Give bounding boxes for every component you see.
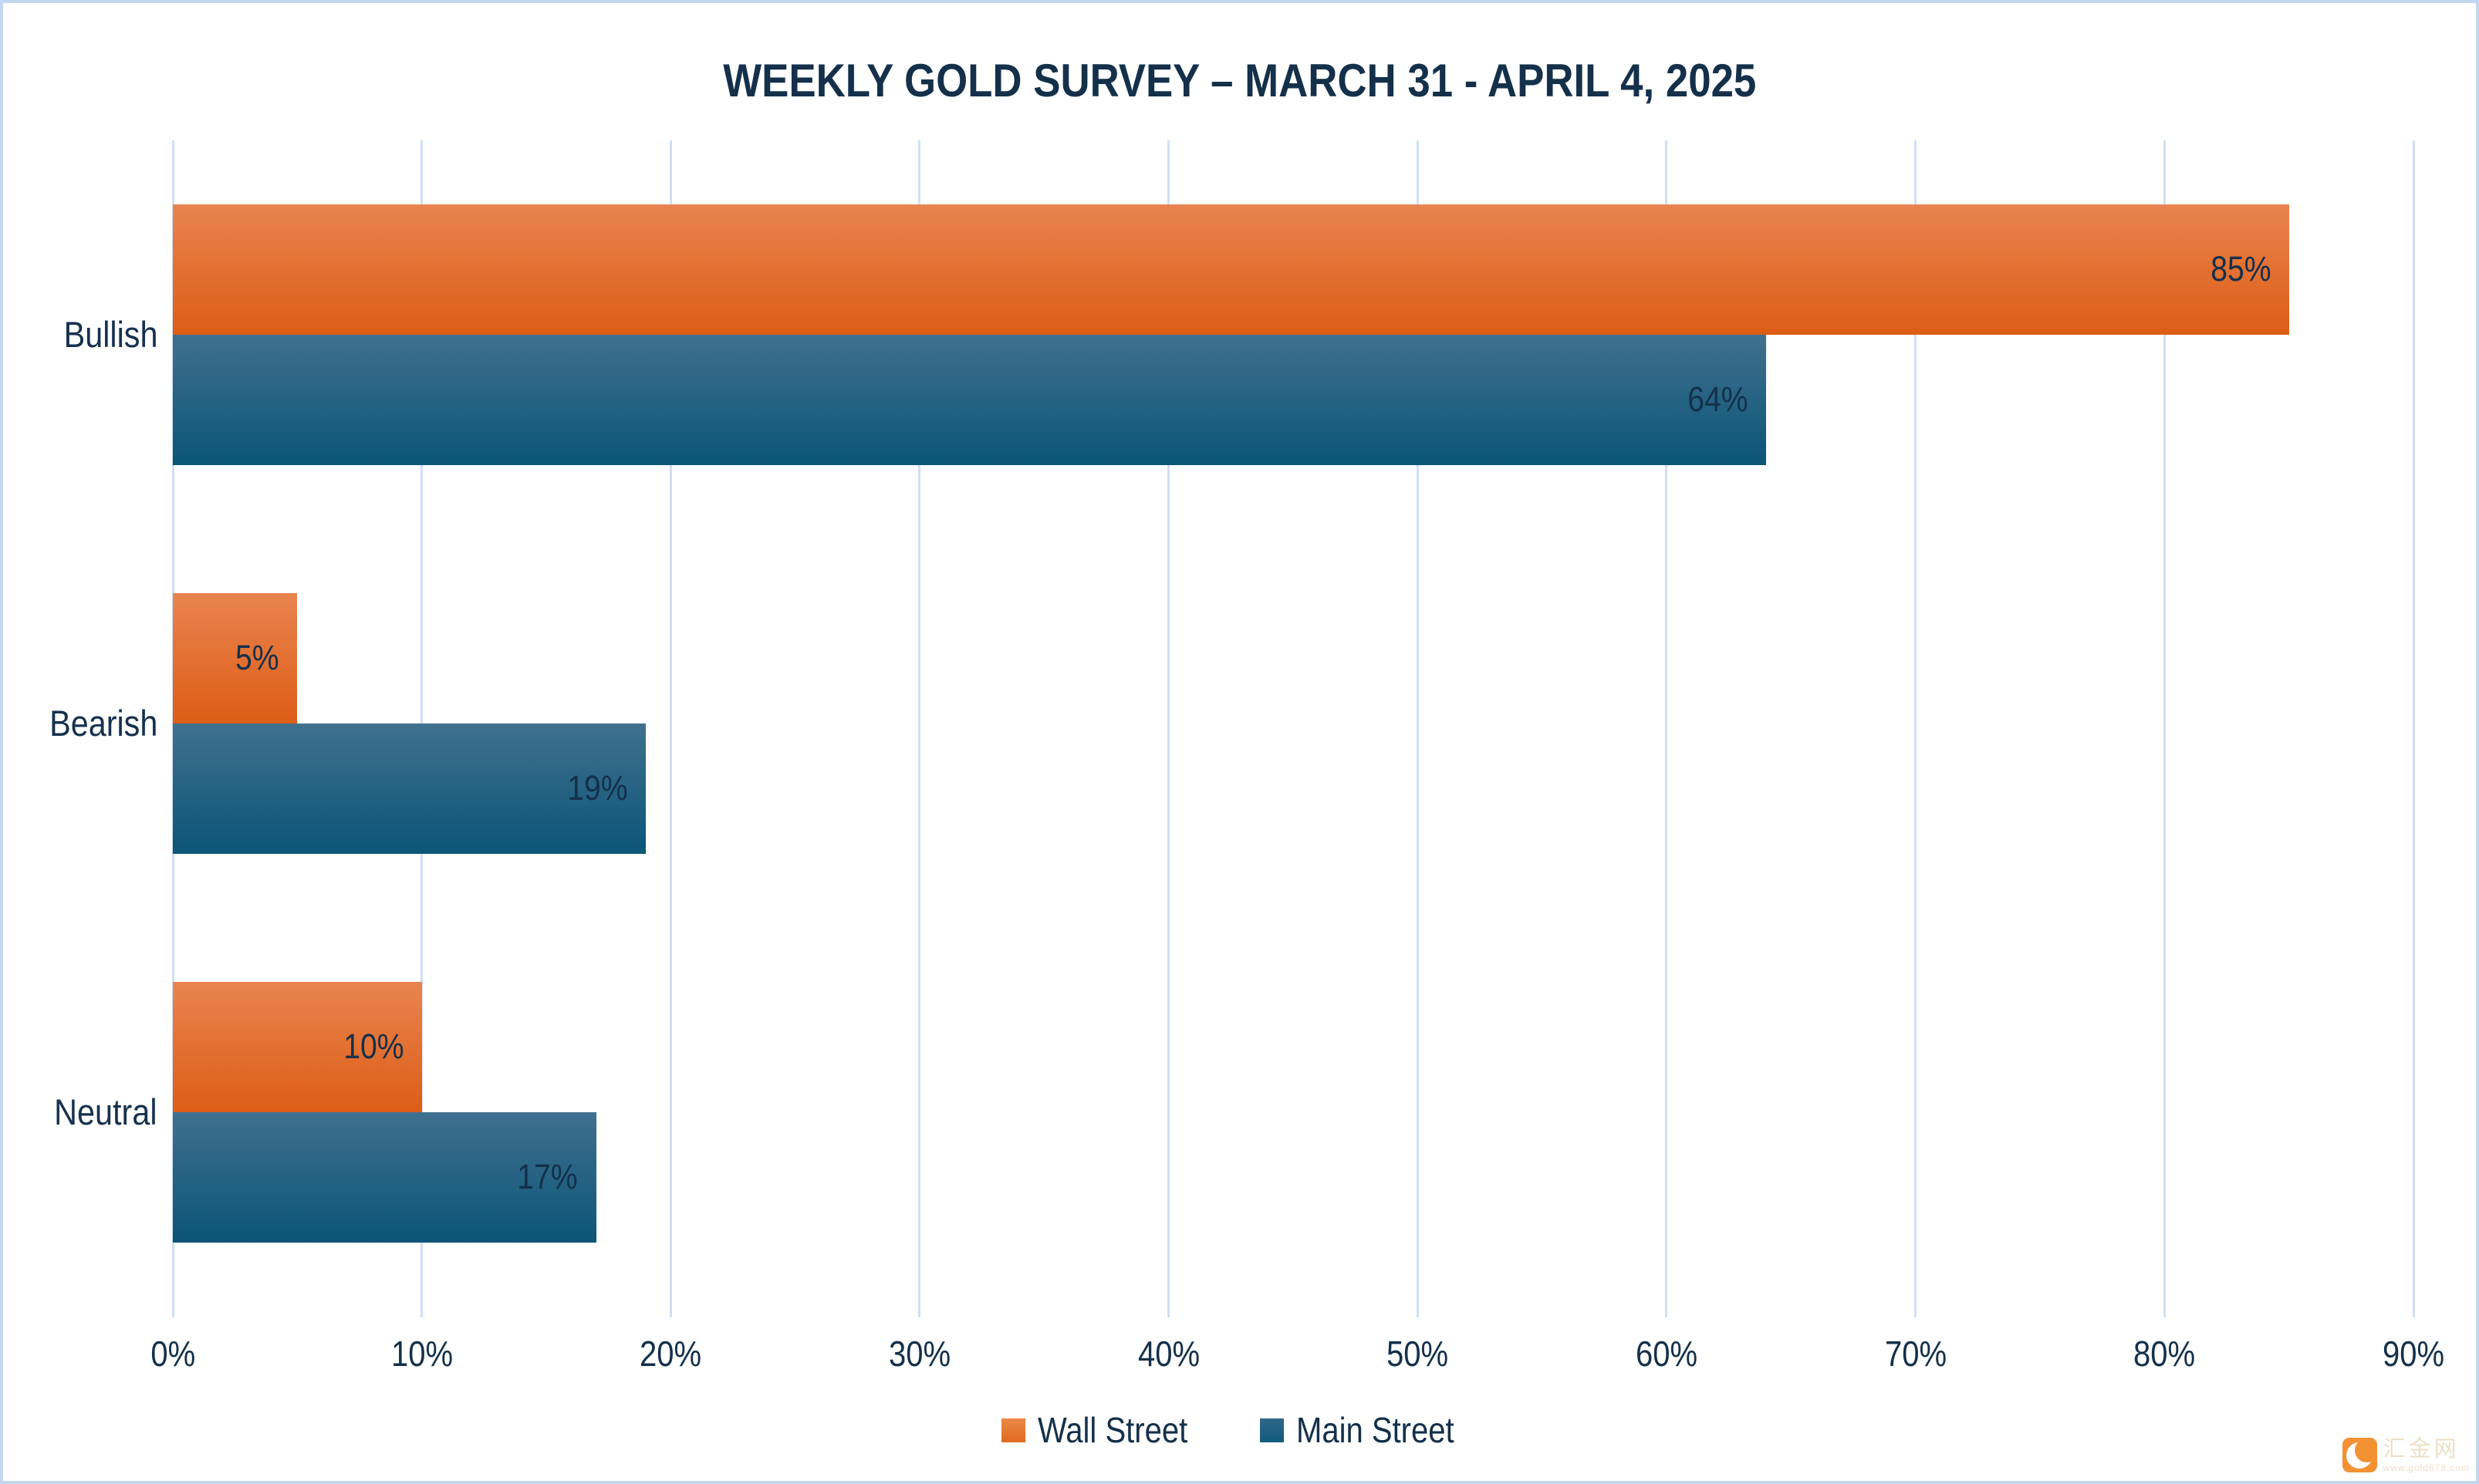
gridline-80%: [2163, 140, 2166, 1317]
tick-label-70%: 70%: [1831, 1333, 2001, 1374]
tick-label-text: 90%: [2382, 1334, 2445, 1374]
legend-swatch-wall-street: [1001, 1418, 1026, 1442]
legend-item-wall-street: Wall Street: [1001, 1409, 1210, 1451]
tick-label-text: 40%: [1137, 1334, 1200, 1374]
data-label-wall-street-bearish: 5%: [235, 638, 279, 678]
data-label-main-street-bullish: 64%: [1687, 379, 1748, 420]
tick-label-text: 60%: [1635, 1334, 1698, 1374]
gridline-40%: [1167, 140, 1170, 1317]
bar-main-street-neutral: 17%: [173, 1111, 596, 1243]
category-label-text: Neutral: [54, 1091, 157, 1133]
legend-label-main-street: Main Street: [1296, 1409, 1478, 1451]
tick-label-0%: 0%: [88, 1333, 258, 1374]
category-axis-labels: Bullish Bearish Neutral: [19, 140, 157, 1307]
bar-group-bearish: 5% 19%: [173, 529, 2413, 918]
tick-label-10%: 10%: [337, 1333, 507, 1374]
legend-item-main-street: Main Street: [1259, 1409, 1478, 1451]
tick-label-90%: 90%: [2329, 1333, 2479, 1374]
tick-label-text: 80%: [2133, 1334, 2196, 1374]
data-label-wall-street-neutral: 10%: [343, 1027, 404, 1067]
tick-label-text: 10%: [390, 1334, 453, 1374]
legend-label-text: Main Street: [1295, 1410, 1454, 1450]
chart-title: WEEKLY GOLD SURVEY – MARCH 31 - APRIL 4,…: [3, 54, 2476, 107]
tick-label-text: 30%: [888, 1334, 951, 1374]
watermark-url: www.gold678.com: [2383, 1462, 2470, 1473]
bar-main-street-bearish: 19%: [173, 723, 647, 854]
legend: Wall Street Main Street: [3, 1407, 2476, 1453]
bar-group-neutral: 10% 17%: [173, 918, 2413, 1307]
tick-label-text: 70%: [1884, 1334, 1947, 1374]
tick-label-text: 50%: [1386, 1334, 1449, 1374]
tick-label-60%: 60%: [1582, 1333, 1751, 1374]
category-label-bearish: Bearish: [19, 529, 157, 918]
bar-wall-street-bearish: 5%: [173, 592, 298, 723]
gridline-50%: [1416, 140, 1419, 1317]
category-label-text: Bullish: [63, 314, 157, 356]
legend-label-text: Wall Street: [1038, 1410, 1188, 1450]
watermark: 汇金网 www.gold678.com: [2342, 1436, 2470, 1473]
plot-area: 85% 64% 5% 19% 10% 17%: [173, 140, 2413, 1307]
tick-label-50%: 50%: [1332, 1333, 1502, 1374]
tick-label-20%: 20%: [586, 1333, 755, 1374]
bar-main-street-bullish: 64%: [173, 334, 1767, 465]
gridline-30%: [918, 140, 921, 1317]
tick-label-30%: 30%: [835, 1333, 1005, 1374]
category-label-text: Bearish: [49, 703, 157, 744]
chart-title-text: WEEKLY GOLD SURVEY – MARCH 31 - APRIL 4,…: [722, 55, 1757, 106]
bar-wall-street-neutral: 10%: [173, 981, 422, 1112]
tick-label-text: 20%: [640, 1334, 702, 1374]
data-label-main-street-neutral: 17%: [517, 1157, 579, 1197]
tick-label-text: 0%: [150, 1334, 195, 1374]
category-label-neutral: Neutral: [19, 918, 157, 1307]
watermark-text: 汇金网 www.gold678.com: [2383, 1436, 2470, 1473]
category-label-bullish: Bullish: [19, 140, 157, 529]
watermark-brand: 汇金网: [2383, 1436, 2460, 1462]
gridline-20%: [669, 140, 672, 1317]
gridline-60%: [1665, 140, 1668, 1317]
bar-wall-street-bullish: 85%: [173, 204, 2289, 335]
tick-label-40%: 40%: [1084, 1333, 1254, 1374]
legend-label-wall-street: Wall Street: [1038, 1409, 1210, 1451]
data-label-main-street-bearish: 19%: [567, 768, 628, 808]
gridline-90%: [2412, 140, 2415, 1317]
gridline-70%: [1914, 140, 1917, 1317]
x-axis-tick-labels: 0% 10% 20% 30% 40% 50% 60% 70% 80% 90%: [150, 1333, 2444, 1382]
bar-group-bullish: 85% 64%: [173, 140, 2413, 529]
legend-swatch-main-street: [1259, 1418, 1284, 1442]
data-label-wall-street-bullish: 85%: [2210, 249, 2271, 289]
tick-label-80%: 80%: [2079, 1333, 2249, 1374]
gold678-logo-icon: [2342, 1438, 2377, 1473]
